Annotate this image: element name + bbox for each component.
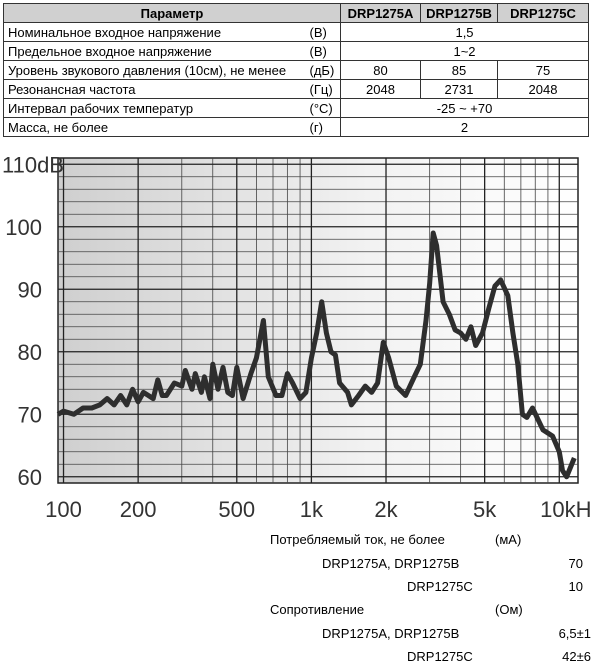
unit-cell: (дБ)	[305, 60, 342, 80]
header-cell: Параметр	[2, 3, 342, 23]
spec-value: 10	[568, 579, 583, 594]
y-tick-label: 100	[5, 215, 42, 240]
param-cell: Уровень звукового давления (10см), не ме…	[3, 60, 306, 80]
spec-label: Потребляемый ток, не более	[270, 532, 445, 547]
param-cell: Резонансная частота	[3, 79, 306, 99]
response-curve	[56, 230, 577, 480]
table-row: Предельное входное напряжение (В) 1~2	[3, 41, 590, 61]
spec-unit: (Ом)	[495, 602, 523, 617]
param-cell: Масса, не более	[3, 117, 306, 137]
spec-label: DRP1275A, DRP1275B	[322, 556, 460, 571]
table-row: Номинальное входное напряжение (В) 1,5	[3, 22, 590, 42]
table-row: Уровень звукового давления (10см), не ме…	[3, 60, 590, 80]
x-tick-label: 1k	[300, 497, 324, 522]
x-tick-label: 200	[120, 497, 157, 522]
value-cell: 2	[340, 117, 590, 137]
header-cell: DRP1275A	[340, 3, 422, 23]
y-tick-label: 70	[18, 402, 42, 427]
header-cell: DRP1275B	[420, 3, 499, 23]
y-tick-label: 80	[18, 340, 42, 365]
table-row: Масса, не более (г) 2	[3, 117, 590, 137]
unit-cell: (г)	[305, 117, 342, 137]
unit-cell: (°C)	[305, 98, 342, 118]
chart: 100 200 500 1k 2k 5k 10kHz 60 70 80 90 100 110dB	[2, 152, 591, 522]
y-tick-label: 110dB	[2, 152, 64, 177]
table-row: Интервал рабочих температур (°C) -25 ~ +70	[3, 98, 590, 118]
spec-value: 42±6	[562, 649, 591, 664]
x-tick-label: 10kHz	[540, 497, 591, 522]
unit-cell: (Гц)	[305, 79, 342, 99]
y-tick-label: 90	[18, 277, 42, 302]
unit-cell: (В)	[305, 41, 342, 61]
spec-label: DRP1275C	[407, 579, 473, 594]
spec-label: Сопротивление	[270, 602, 365, 617]
spec-label: DRP1275C	[407, 649, 473, 664]
spec-table: Параметр DRP1275A DRP1275B DRP1275C Номинал…	[2, 3, 590, 137]
value-cell: 75	[497, 60, 590, 80]
spec-value: 70	[568, 556, 583, 571]
x-tick-label: 5k	[473, 497, 497, 522]
param-cell: Номинальное входное напряжение	[3, 22, 306, 42]
x-tick-label: 500	[218, 497, 255, 522]
x-tick-label: 100	[45, 497, 82, 522]
y-tick-label: 60	[18, 465, 42, 490]
spec-value: 6,5±1	[558, 626, 591, 641]
spec-unit: (мА)	[495, 532, 522, 547]
spec-label: DRP1275A, DRP1275B	[322, 626, 460, 641]
x-tick-label: 2k	[374, 497, 398, 522]
header-row: Параметр DRP1275A DRP1275B DRP1275C	[2, 3, 590, 23]
